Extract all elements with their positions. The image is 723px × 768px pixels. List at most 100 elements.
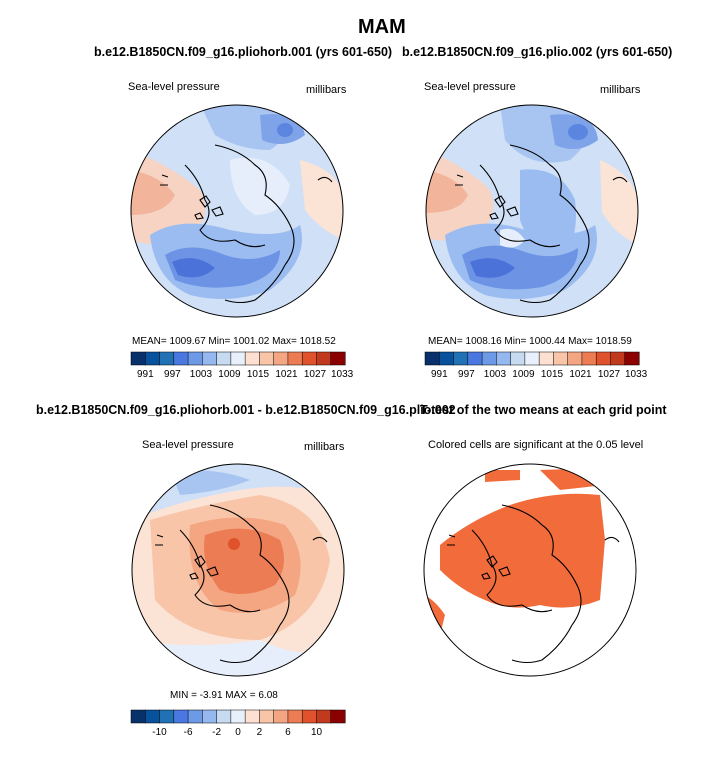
diff-colorbar-swatch bbox=[259, 709, 275, 724]
right-arctic-light bbox=[500, 228, 525, 248]
right-var-label: Sea-level pressure bbox=[424, 81, 516, 93]
left-colorbar-swatch bbox=[173, 351, 189, 366]
right-colorbar-swatch bbox=[567, 351, 583, 366]
diff-colorbar-tick-label: 10 bbox=[311, 727, 323, 738]
diff-colorbar-swatch bbox=[159, 709, 175, 724]
left-colorbar-swatch bbox=[130, 351, 146, 366]
left-colorbar-tick-label: 1033 bbox=[331, 369, 354, 380]
left-low-south-mid bbox=[165, 247, 280, 288]
right-colorbar-swatch bbox=[595, 351, 612, 366]
figure-title: MAM bbox=[358, 16, 406, 38]
ttest-cell-north bbox=[485, 470, 520, 482]
left-colorbar-swatch bbox=[316, 351, 332, 366]
right-colorbar-swatch bbox=[510, 351, 526, 366]
left-svalbard bbox=[160, 174, 169, 186]
diff-colorbar-swatch bbox=[316, 709, 332, 724]
diff-colorbar: -10 -6 -2 0 2 6 10 bbox=[130, 709, 346, 738]
diff-colorbar-swatch bbox=[145, 709, 161, 724]
ttest-svalbard bbox=[447, 534, 456, 546]
diff-colorbar-swatch bbox=[187, 709, 203, 724]
right-colorbar-tick-label: 1021 bbox=[569, 369, 592, 380]
right-islands bbox=[489, 195, 519, 220]
diff-colorbar-tick-label: 2 bbox=[257, 727, 263, 738]
right-colorbar-swatch bbox=[610, 351, 626, 366]
left-units-label: millibars bbox=[306, 84, 347, 96]
left-coastline-2 bbox=[214, 144, 295, 266]
right-stats: MEAN= 1008.16 Min= 1000.44 Max= 1018.59 bbox=[428, 336, 632, 347]
right-colorbar-swatch bbox=[538, 351, 554, 366]
left-colorbar-swatch bbox=[259, 351, 275, 366]
left-panel-title: b.e12.B1850CN.f09_g16.pliohorb.001 (yrs … bbox=[94, 45, 393, 59]
right-coastline-2 bbox=[509, 144, 590, 266]
diff-colorbar-swatch bbox=[173, 709, 189, 724]
right-colorbar-swatch bbox=[453, 351, 469, 366]
diff-units-label: millibars bbox=[304, 441, 345, 453]
left-arctic-light bbox=[230, 157, 290, 215]
left-colorbar-swatch bbox=[216, 351, 232, 366]
left-colorbar-tick-label: 1015 bbox=[247, 369, 270, 380]
left-stats: MEAN= 1009.67 Min= 1001.02 Max= 1018.52 bbox=[132, 336, 336, 347]
diff-colorbar-swatch bbox=[130, 709, 146, 724]
left-low-south-core bbox=[172, 258, 215, 278]
diff-colorbar-tick-label: -10 bbox=[152, 727, 167, 738]
left-islands bbox=[194, 195, 224, 220]
left-colorbar-tick-label: 1003 bbox=[190, 369, 213, 380]
left-map-border bbox=[130, 104, 344, 318]
ttest-panel-title: T-test of the two means at each grid poi… bbox=[420, 403, 667, 417]
left-colorbar-swatch bbox=[159, 351, 175, 366]
left-low-north-center bbox=[277, 123, 293, 137]
left-colorbar-swatch bbox=[273, 351, 289, 366]
left-high-pressure-core bbox=[131, 170, 175, 215]
left-colorbar-swatch bbox=[330, 351, 346, 366]
left-colorbar-tick-label: 1009 bbox=[218, 369, 241, 380]
diff-colorbar-tick-label: 6 bbox=[285, 727, 291, 738]
diff-colorbar-tick-label: -6 bbox=[184, 727, 193, 738]
diff-islands bbox=[189, 555, 219, 580]
left-colorbar-swatch bbox=[187, 351, 203, 366]
left-colorbar-tick-label: 1027 bbox=[304, 369, 327, 380]
right-colorbar-swatch bbox=[524, 351, 540, 366]
left-coastline-1 bbox=[184, 164, 266, 248]
right-low-south-core bbox=[470, 258, 515, 278]
right-colorbar-tick-label: 1015 bbox=[541, 369, 564, 380]
right-colorbar-tick-label: 997 bbox=[458, 369, 475, 380]
ttest-coastline-1 bbox=[471, 529, 553, 613]
ttest-coastline-3 bbox=[511, 624, 573, 664]
diff-positive-inner bbox=[204, 528, 284, 594]
right-coastline-1 bbox=[479, 164, 561, 248]
right-coastline-3 bbox=[519, 264, 581, 304]
diff-colorbar-swatch bbox=[216, 709, 232, 724]
right-svalbard bbox=[455, 174, 464, 186]
ttest-note: Colored cells are significant at the 0.0… bbox=[428, 439, 644, 451]
left-alaska-edge bbox=[317, 176, 333, 183]
left-colorbar-swatch bbox=[230, 351, 246, 366]
ttest-coastline-2 bbox=[501, 504, 582, 626]
left-colorbar-swatch bbox=[301, 351, 318, 366]
ttest-cell-main bbox=[440, 493, 605, 608]
diff-coastline-1 bbox=[179, 529, 261, 613]
diff-colorbar-tick-label: -2 bbox=[212, 727, 221, 738]
left-coastline-3 bbox=[224, 264, 286, 304]
ttest-map-border bbox=[423, 463, 637, 677]
left-colorbar-swatch bbox=[202, 351, 218, 366]
left-colorbar-swatch bbox=[145, 351, 161, 366]
right-colorbar-swatch bbox=[496, 351, 512, 366]
diff-colorbar-swatch bbox=[287, 709, 303, 724]
right-colorbar-tick-label: 1003 bbox=[484, 369, 507, 380]
right-units-label: millibars bbox=[600, 84, 641, 96]
diff-colorbar-swatch bbox=[330, 709, 346, 724]
diff-var-label: Sea-level pressure bbox=[142, 439, 234, 451]
left-colorbar-tick-label: 991 bbox=[137, 369, 154, 380]
left-colorbar-swatch bbox=[287, 351, 303, 366]
right-colorbar-tick-label: 991 bbox=[431, 369, 448, 380]
diff-stats: MIN = -3.91 MAX = 6.08 bbox=[170, 690, 278, 701]
left-colorbar-tick-label: 997 bbox=[164, 369, 181, 380]
right-panel-title: b.e12.B1850CN.f09_g16.plio.002 (yrs 601-… bbox=[402, 45, 673, 59]
diff-coastline-3 bbox=[219, 624, 281, 664]
diff-colorbar-swatch bbox=[230, 709, 246, 724]
diff-colorbar-swatch bbox=[244, 709, 260, 724]
right-colorbar-swatch bbox=[624, 351, 640, 366]
